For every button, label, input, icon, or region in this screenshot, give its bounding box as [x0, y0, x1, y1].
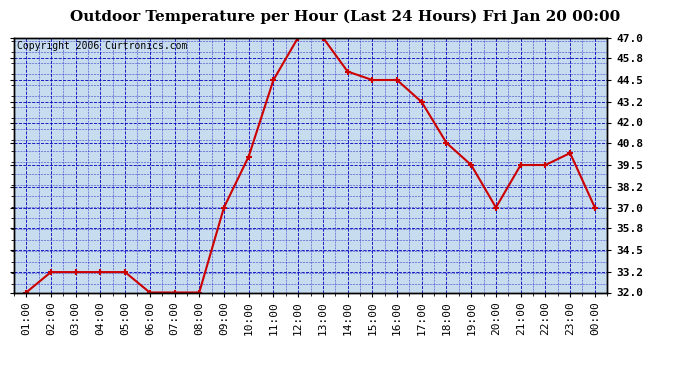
Text: Outdoor Temperature per Hour (Last 24 Hours) Fri Jan 20 00:00: Outdoor Temperature per Hour (Last 24 Ho… — [70, 9, 620, 24]
Text: Copyright 2006 Curtronics.com: Copyright 2006 Curtronics.com — [17, 41, 187, 51]
